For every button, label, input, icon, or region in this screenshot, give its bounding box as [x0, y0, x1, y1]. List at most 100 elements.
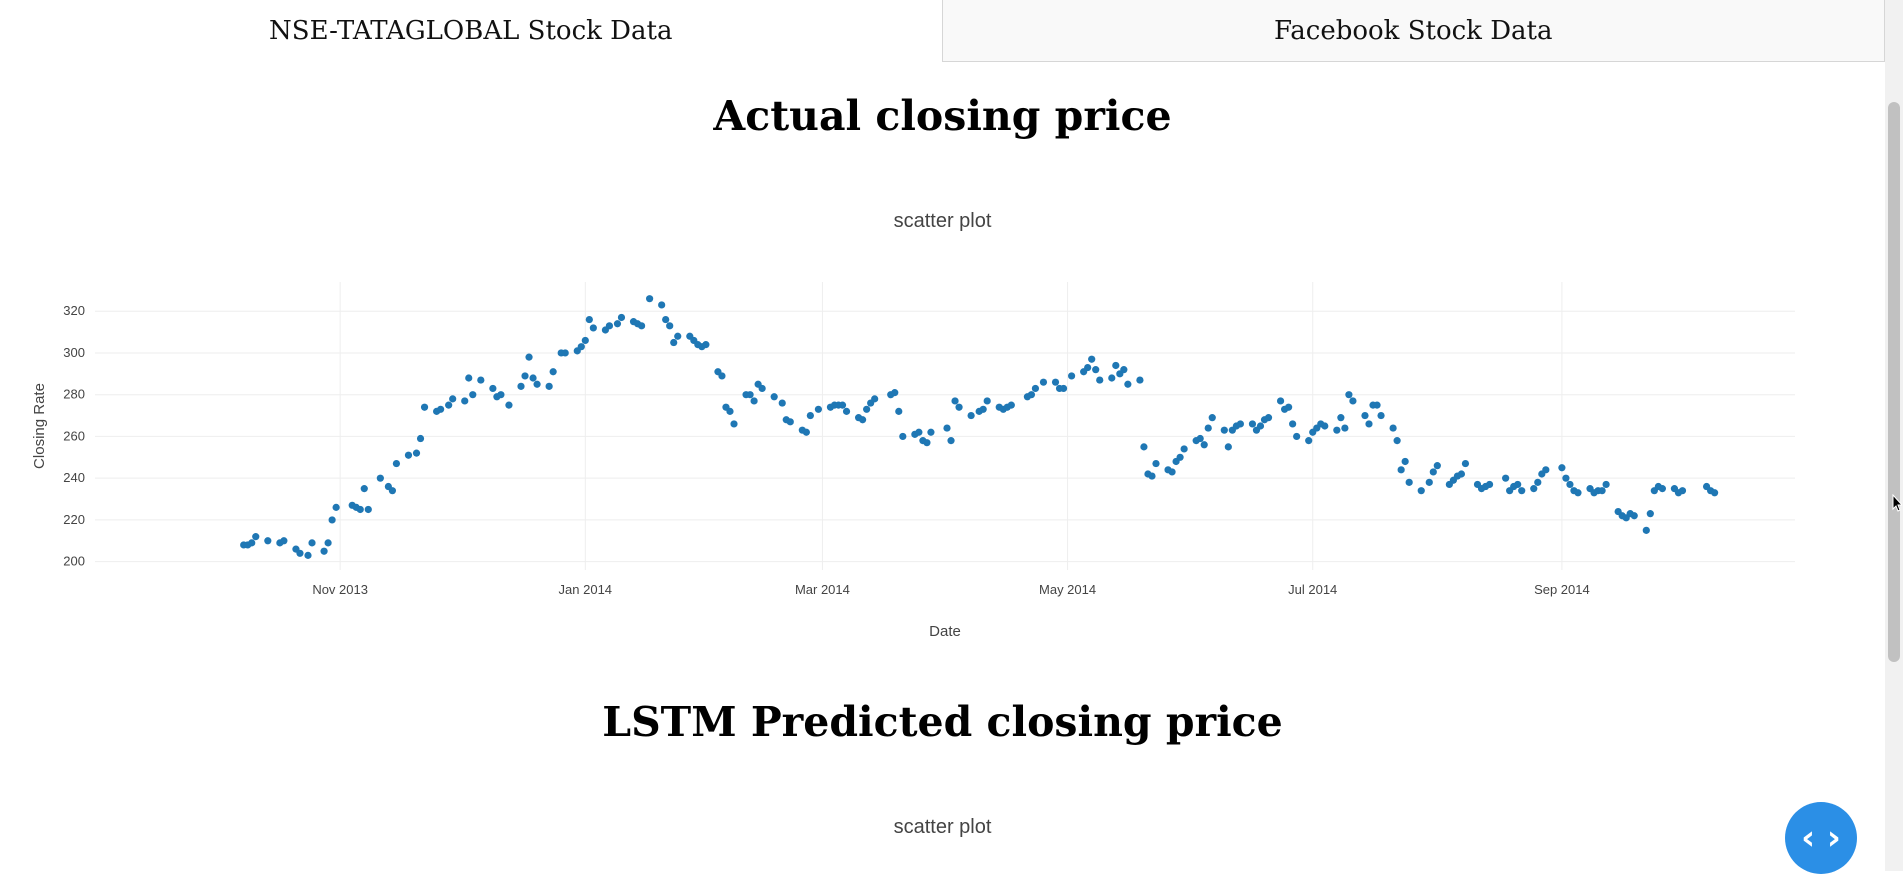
scatter-point — [1457, 470, 1466, 478]
scatter-point — [1084, 363, 1092, 372]
x-tick-label: Jul 2014 — [1288, 582, 1337, 597]
scatter-point — [1136, 376, 1144, 384]
scatter-point — [360, 485, 368, 493]
scatter-point — [983, 397, 991, 405]
chart-subtitle-actual: scatter plot — [893, 210, 992, 232]
scatter-point — [1417, 487, 1425, 495]
code-toggle-button[interactable]: ‹ › — [1785, 802, 1857, 874]
scatter-point — [891, 389, 899, 397]
scatter-point — [324, 539, 332, 547]
scatter-point — [915, 428, 923, 436]
y-tick-label: 300 — [63, 345, 85, 360]
scatter-point — [895, 407, 903, 415]
scatter-point — [814, 405, 823, 413]
scatter-point — [1425, 478, 1433, 486]
scatter-point — [979, 405, 987, 413]
scatter-point — [328, 516, 336, 524]
scatter-point — [899, 432, 907, 441]
section-heading-lstm: LSTM Predicted closing price — [602, 698, 1283, 746]
scatter-point — [923, 439, 931, 447]
scatter-point — [497, 391, 505, 399]
scatter-point — [1152, 459, 1160, 468]
scatter-point — [1140, 443, 1148, 451]
scatter-point — [1630, 512, 1638, 520]
scatter-point — [951, 397, 959, 405]
scatter-point — [280, 537, 288, 545]
scatter-point — [1377, 411, 1385, 420]
scatter-point — [581, 336, 589, 345]
scatter-point — [1518, 487, 1526, 495]
tab-bar: NSE-TATAGLOBAL Stock Data Facebook Stock… — [0, 0, 1885, 62]
y-tick-label: 280 — [63, 387, 85, 402]
scatter-point — [577, 343, 585, 351]
scatter-point — [646, 295, 654, 303]
scatter-point — [1027, 391, 1036, 399]
scatter-point — [1345, 391, 1353, 399]
tab-label: Facebook Stock Data — [1274, 15, 1553, 46]
scatter-point — [533, 380, 541, 388]
mouse-cursor-icon — [1892, 494, 1902, 512]
x-tick-label: Mar 2014 — [795, 582, 850, 597]
scatter-point — [549, 368, 557, 376]
y-axis-title: Closing Rate — [31, 383, 48, 469]
scatter-point — [662, 315, 670, 324]
tab-nse-tataglobal[interactable]: NSE-TATAGLOBAL Stock Data — [0, 0, 942, 62]
scatter-point — [412, 449, 421, 457]
scatter-point — [308, 539, 316, 547]
scatter-point — [1196, 434, 1204, 443]
scatter-point — [248, 539, 256, 547]
scatter-point — [1397, 466, 1405, 474]
scatter-point — [1285, 403, 1293, 411]
scatter-point — [746, 391, 754, 399]
tab-facebook[interactable]: Facebook Stock Data — [941, 0, 1885, 62]
scatter-point — [1373, 401, 1381, 409]
scatter-point — [702, 341, 710, 349]
scatter-point — [320, 547, 328, 555]
scatter-point — [670, 338, 678, 347]
scatter-point — [838, 401, 847, 409]
scatter-point — [770, 393, 778, 401]
y-tick-label: 320 — [63, 303, 85, 318]
scatter-point — [1361, 411, 1369, 420]
x-tick-label: Nov 2013 — [312, 582, 368, 597]
scatter-point — [658, 301, 666, 309]
scatter-point — [416, 434, 425, 443]
scatter-point — [871, 395, 879, 403]
scatter-point — [943, 424, 951, 432]
scatter-point — [589, 324, 597, 332]
scatter-point — [842, 407, 851, 415]
actual-closing-scatter-chart: 200 220 240 260 280 300 320 Nov 2013 Jan 2014 Mar… — [31, 282, 1795, 640]
scatter-point — [1120, 366, 1128, 374]
y-tick-label: 220 — [63, 512, 85, 527]
scatter-point — [525, 353, 533, 361]
scatter-point — [1485, 480, 1494, 489]
scatter-point — [1642, 526, 1650, 534]
scatter-point — [1562, 474, 1570, 482]
scrollbar-thumb[interactable] — [1888, 102, 1900, 662]
scatter-point — [1264, 414, 1273, 422]
scatter-point — [388, 487, 396, 495]
scatter-point — [726, 407, 734, 415]
scatter-point — [1096, 376, 1104, 384]
scatter-point — [1031, 384, 1040, 393]
scatter-point — [778, 399, 786, 407]
scatter-point — [1220, 426, 1228, 434]
scatter-point — [1502, 474, 1510, 482]
scatter-point — [1461, 459, 1470, 468]
scatter-point — [505, 401, 513, 409]
scatter-point — [605, 322, 614, 330]
scatter-point — [1429, 468, 1437, 476]
vertical-scrollbar[interactable] — [1885, 0, 1903, 871]
scatter-point — [304, 551, 312, 559]
scatter-point — [1059, 384, 1068, 393]
scatter-point — [1602, 480, 1610, 489]
scatter-point — [1276, 397, 1285, 405]
scatter-point — [1088, 355, 1096, 363]
scatter-point — [730, 420, 738, 428]
scatter-point — [1236, 420, 1244, 428]
scatter-point — [404, 451, 413, 459]
scatter-point — [955, 403, 963, 411]
scatter-point — [1051, 378, 1060, 386]
scatter-point — [1305, 437, 1313, 445]
scatter-point — [1542, 466, 1550, 474]
